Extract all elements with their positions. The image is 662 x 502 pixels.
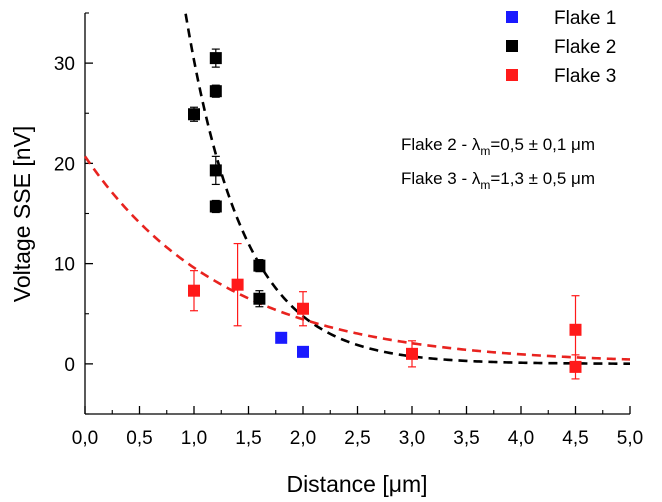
data-point-flake-3 — [570, 361, 582, 373]
fit-annotation: Flake 2 - λm=0,5 ± 0,1 μm — [401, 135, 595, 158]
legend: Flake 1 Flake 2 Flake 3 — [506, 8, 616, 87]
data-point-flake-3 — [188, 285, 200, 297]
data-point-flake-2 — [210, 200, 222, 212]
data-point-flake-1 — [275, 332, 287, 344]
legend-label: Flake 1 — [554, 8, 616, 29]
fit-curves — [85, 14, 630, 364]
data-point-flake-3 — [297, 303, 309, 315]
data-point-flake-2 — [210, 164, 222, 176]
y-tick-label: 0 — [64, 355, 75, 376]
x-tick-label: 4,5 — [562, 428, 588, 449]
legend-label: Flake 2 — [554, 37, 616, 58]
x-tick-label: 2,5 — [344, 428, 370, 449]
data-point-flake-3 — [232, 279, 244, 291]
annotations: Flake 2 - λm=0,5 ± 0,1 μm Flake 3 - λm=1,… — [401, 135, 595, 192]
data-point-flake-2 — [210, 52, 222, 64]
data-point-flake-1 — [297, 346, 309, 358]
data-points — [188, 49, 582, 379]
x-tick-label: 3,5 — [453, 428, 479, 449]
x-axis-title: Distance [μm] — [286, 471, 427, 497]
y-axis-title: Voltage SSE [nV] — [9, 126, 35, 302]
y-tick-label: 30 — [54, 54, 75, 75]
legend-swatch — [506, 40, 518, 52]
x-tick-label: 1,5 — [235, 428, 261, 449]
x-tick-label: 0,0 — [72, 428, 98, 449]
legend-swatch — [506, 11, 518, 23]
x-tick-label: 2,0 — [290, 428, 316, 449]
data-point-flake-3 — [406, 348, 418, 360]
x-tick-label: 0,5 — [126, 428, 152, 449]
x-tick-label: 5,0 — [617, 428, 643, 449]
data-point-flake-2 — [253, 260, 265, 272]
data-point-flake-2 — [188, 108, 200, 120]
y-tick-label: 10 — [54, 255, 75, 276]
x-tick-label: 4,0 — [508, 428, 534, 449]
y-tick-label: 20 — [54, 154, 75, 175]
data-point-flake-3 — [570, 324, 582, 336]
legend-swatch — [506, 69, 518, 81]
data-point-flake-2 — [210, 85, 222, 97]
fit-annotation: Flake 3 - λm=1,3 ± 0,5 μm — [401, 169, 595, 192]
x-tick-label: 1,0 — [181, 428, 207, 449]
x-tick-label: 3,0 — [399, 428, 425, 449]
data-point-flake-2 — [253, 293, 265, 305]
legend-label: Flake 3 — [554, 66, 616, 87]
